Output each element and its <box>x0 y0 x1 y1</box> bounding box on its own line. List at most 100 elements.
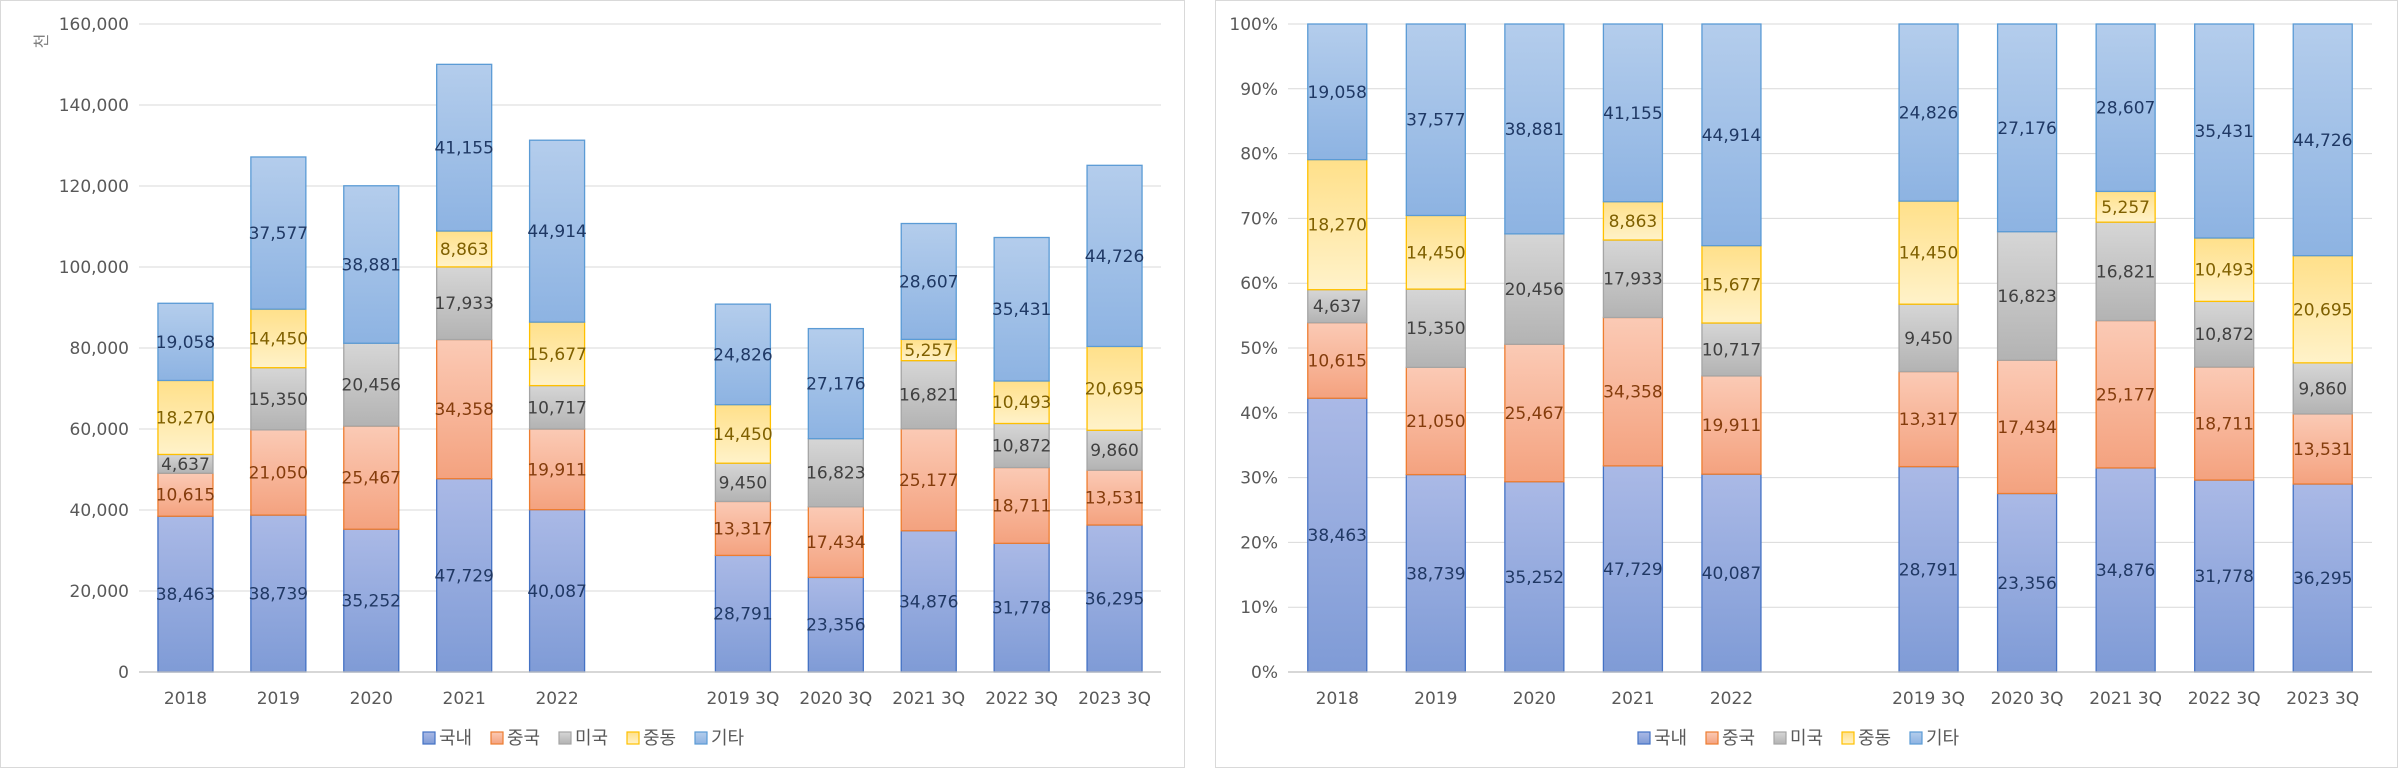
bar-segment-미국-2019-3Q <box>714 462 772 503</box>
bar-segment-국내-2019 <box>1405 473 1466 673</box>
bar-segment-중국-2020 <box>343 425 400 530</box>
data-label: 13,317 <box>1899 410 1958 430</box>
legend-swatch <box>1705 731 1719 745</box>
bar-segment-미국-2020-3Q <box>1996 231 2058 361</box>
data-label: 38,881 <box>1505 120 1564 140</box>
legend-label: 국내 <box>1654 728 1687 749</box>
legend-label: 국내 <box>439 728 472 749</box>
bar-segment-중동-2019 <box>1405 214 1466 290</box>
data-label: 19,911 <box>1702 416 1761 436</box>
y-tick-label: 40,000 <box>70 501 129 521</box>
legend-label: 중동 <box>643 728 676 749</box>
x-tick-label: 2018 <box>1316 689 1359 709</box>
bar-segment-기타-2023-3Q <box>2292 23 2353 257</box>
bar-segment-기타-2020-3Q <box>1996 23 2058 233</box>
bar-segment-국내-2019-3Q <box>714 554 772 673</box>
bar-segment-미국-2020 <box>1504 233 1565 345</box>
data-label: 28,791 <box>1899 560 1958 580</box>
bar-segment-중동-2019-3Q <box>1898 200 1959 305</box>
data-label: 31,778 <box>992 599 1051 619</box>
bar-segment-미국-2019 <box>1405 288 1466 368</box>
data-label: 10,493 <box>992 393 1051 413</box>
bar-segment-기타-2019-3Q <box>714 303 772 406</box>
data-label: 37,577 <box>249 224 308 244</box>
data-label: 34,876 <box>899 592 958 612</box>
data-label: 15,677 <box>527 345 586 365</box>
y-tick-label: 30% <box>1240 469 1278 489</box>
data-label: 44,914 <box>527 222 586 242</box>
bar-segment-미국-2020 <box>343 342 400 427</box>
data-label: 38,881 <box>342 256 401 276</box>
bar-segment-중동-2019-3Q <box>714 404 772 464</box>
y-tick-label: 90% <box>1240 80 1278 100</box>
bar-segment-중동-2021 <box>436 230 493 268</box>
bar-segment-기타-2022 <box>528 139 586 323</box>
y-tick-label: 70% <box>1240 209 1278 229</box>
bar-segment-중국-2019 <box>250 429 307 516</box>
data-label: 41,155 <box>1603 104 1662 124</box>
data-label: 21,050 <box>1406 412 1465 432</box>
y-tick-label: 40% <box>1240 404 1278 424</box>
legend-label: 중국 <box>1722 728 1755 749</box>
y-tick-label: 60,000 <box>70 420 129 440</box>
bar-segment-중동-2018 <box>1307 158 1368 291</box>
data-label: 36,295 <box>2293 569 2352 589</box>
bar-segment-국내-2018 <box>157 515 214 673</box>
data-label: 35,252 <box>1505 568 1564 588</box>
bar-segment-중국-2020-3Q <box>1996 359 2058 495</box>
legend-swatch <box>1841 731 1855 745</box>
data-label: 14,450 <box>713 425 772 445</box>
bar-segment-중국-2022 <box>1701 375 1762 475</box>
x-tick-label: 2022 3Q <box>2188 689 2261 709</box>
data-label: 47,729 <box>1603 560 1662 580</box>
data-label: 8,863 <box>440 240 489 260</box>
percent-stacked-bar-chart: 0% 10% 20% 30% 40% 50% 60% 70% 80% 90% 100% 38,463 1… <box>1229 15 2372 749</box>
y-tick-label: 60% <box>1240 274 1278 294</box>
data-label: 34,358 <box>434 400 493 420</box>
unit-label: 천 <box>32 34 51 49</box>
data-label: 13,531 <box>1085 489 1144 509</box>
data-label: 18,270 <box>156 408 215 428</box>
bar-segment-기타-2018 <box>1307 23 1368 161</box>
bar-segment-중동-2022-3Q <box>2194 237 2255 303</box>
data-label: 9,860 <box>2298 379 2347 399</box>
data-label: 38,739 <box>1406 564 1465 584</box>
bar-segment-기타-2021-3Q <box>900 222 957 341</box>
bar-segment-미국-2022 <box>528 384 586 430</box>
bar-segment-국내-2022-3Q <box>993 542 1050 673</box>
absolute-stacked-bar-chart: 0 20,000 40,000 60,000 80,000 100,000 120,000 1… <box>32 15 1161 749</box>
data-label: 16,823 <box>806 464 865 484</box>
bar-segment-국내-2020 <box>343 528 400 673</box>
legend-swatch <box>558 731 572 745</box>
bar-segment-기타-2021 <box>436 63 493 232</box>
y-tick-label: 120,000 <box>59 177 129 197</box>
bar-segment-기타-2022-3Q <box>993 236 1050 382</box>
data-label: 9,450 <box>1904 329 1953 349</box>
bar-segment-기타-2020-3Q <box>807 327 864 440</box>
data-label: 10,872 <box>992 437 1051 457</box>
bar-segment-미국-2020-3Q <box>807 438 864 508</box>
legend-label: 중국 <box>507 728 540 749</box>
data-label: 25,467 <box>342 469 401 489</box>
bar-segment-중국-2021-3Q <box>900 428 957 532</box>
bar-segment-미국-2022 <box>1701 322 1762 377</box>
data-label: 17,434 <box>1997 418 2056 438</box>
bar-segment-기타-2018 <box>157 302 214 382</box>
y-tick-label: 80% <box>1240 145 1278 165</box>
bar-segment-국내-2021-3Q <box>900 530 957 673</box>
x-tick-label: 2021 3Q <box>2089 689 2162 709</box>
y-tick-label: 160,000 <box>59 15 129 35</box>
bar-segment-국내-2021 <box>1602 465 1664 673</box>
x-tick-label: 2023 3Q <box>2286 689 2359 709</box>
bar-segment-미국-2022-3Q <box>993 422 1050 469</box>
data-label: 35,252 <box>342 592 401 612</box>
y-tick-label: 0 <box>118 663 129 683</box>
data-label: 16,821 <box>2096 262 2155 282</box>
data-label: 23,356 <box>1997 574 2056 594</box>
data-label: 27,176 <box>1997 119 2056 139</box>
data-label: 14,450 <box>249 329 308 349</box>
bar-segment-중국-2019-3Q <box>714 500 772 557</box>
bar-segment-중국-2021 <box>1602 316 1664 467</box>
data-label: 10,717 <box>527 398 586 418</box>
bar-segment-기타-2020 <box>343 185 400 344</box>
